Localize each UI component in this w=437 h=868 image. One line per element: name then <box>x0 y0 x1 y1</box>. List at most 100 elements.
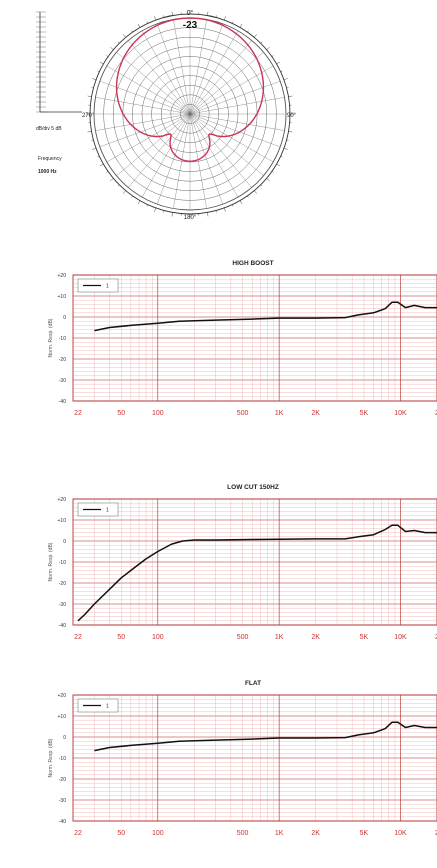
series-line <box>77 524 437 622</box>
y-tick-label: +20 <box>58 273 67 279</box>
y-tick-label: 0 <box>63 539 66 545</box>
y-tick-label: -20 <box>59 777 66 783</box>
y-tick-label: 0 <box>63 735 66 741</box>
chart-title: LOW CUT 150HZ <box>227 484 279 491</box>
polar-spoke <box>173 19 191 115</box>
y-axis-label: Norm. Resp. (dB) <box>48 738 54 777</box>
polar-tick <box>97 70 100 72</box>
x-tick-label: 50 <box>117 830 125 837</box>
y-tick-label: +10 <box>58 518 67 524</box>
chart-low-cut-150hz: LOW CUT 150HZ +20 +10 0 -10 -20 -30 -40 Norm. Re… <box>48 484 437 641</box>
polar-plot: 0° -23 270° 90° 180° dB/div 5 dB Frequen… <box>36 9 297 221</box>
polar-tick <box>122 190 126 194</box>
polar-tick <box>163 210 165 213</box>
x-tick-label: 2K <box>311 830 320 837</box>
y-axis-label: Norm. Resp. (dB) <box>48 318 54 357</box>
y-tick-label: +10 <box>58 294 67 300</box>
x-tick-label: 500 <box>237 410 249 417</box>
polar-tick <box>131 30 133 33</box>
polar-spoke <box>189 113 274 163</box>
y-tick-label: -30 <box>59 602 66 608</box>
polar-spoke <box>189 113 207 209</box>
polar-tick <box>247 30 249 33</box>
polar-tick <box>131 195 133 198</box>
polar-scale-bar <box>36 11 82 113</box>
polar-tick <box>91 87 94 89</box>
polar-spoke <box>106 113 191 163</box>
x-tick-label: 100 <box>152 410 164 417</box>
x-tick-label: 2 <box>435 410 437 417</box>
polar-tick <box>137 200 141 205</box>
polar-spoke <box>189 19 207 115</box>
series-line <box>94 721 437 752</box>
polar-spoke <box>189 23 223 115</box>
polar-spoke <box>99 81 191 115</box>
polar-tick <box>271 55 274 57</box>
x-tick-label: 2K <box>311 410 320 417</box>
plot-frame <box>72 498 437 626</box>
polar-tick <box>280 156 283 158</box>
polar-tick <box>232 21 234 24</box>
polar-tick <box>288 131 293 133</box>
polar-spoke <box>116 52 191 115</box>
polar-tick <box>117 41 120 44</box>
series-line <box>94 301 437 332</box>
chart-title: FLAT <box>245 680 261 687</box>
polar-spoke <box>189 113 252 188</box>
polar-spoke <box>189 113 281 147</box>
x-tick-label: 50 <box>117 634 125 641</box>
legend-label: 1 <box>106 704 109 710</box>
y-tick-label: -40 <box>59 399 66 405</box>
polar-grid <box>86 10 294 218</box>
x-tick-label: 2 <box>435 634 437 641</box>
polar-tick <box>215 210 217 213</box>
polar-tick <box>247 195 249 198</box>
polar-spoke <box>189 65 274 115</box>
polar-tick <box>280 70 283 72</box>
x-tick-label: 10K <box>394 634 407 641</box>
legend-label: 1 <box>106 508 109 514</box>
polar-tick <box>110 46 114 50</box>
polar-tick <box>110 178 114 182</box>
polar-tick <box>266 178 270 182</box>
polar-tick <box>288 95 293 97</box>
y-tick-label: 0 <box>63 315 66 321</box>
polar-spoke <box>106 65 191 115</box>
x-tick-label: 2K <box>311 634 320 641</box>
polar-tick <box>99 163 104 167</box>
polar-spoke <box>116 113 191 176</box>
polar-scale-text: dB/div 5 dB <box>36 126 62 132</box>
polar-spoke <box>157 23 191 115</box>
y-tick-label: -10 <box>59 336 66 342</box>
x-tick-label: 5K <box>360 410 369 417</box>
polar-spoke <box>141 113 191 198</box>
polar-tick <box>283 78 288 81</box>
polar-tick <box>215 15 217 18</box>
polar-response-curve <box>115 17 265 162</box>
polar-spoke <box>189 113 223 205</box>
legend-label: 1 <box>106 284 109 290</box>
polar-spoke <box>189 40 252 115</box>
chart-title: HIGH BOOST <box>232 260 273 267</box>
polar-tick <box>266 46 270 50</box>
polar-tick <box>163 15 165 18</box>
y-tick-label: -40 <box>59 819 66 825</box>
polar-tick <box>171 11 173 16</box>
polar-spoke <box>189 113 264 176</box>
polar-tick <box>286 139 289 141</box>
x-tick-label: 100 <box>152 830 164 837</box>
x-tick-label: 50 <box>117 410 125 417</box>
polar-tick <box>91 139 94 141</box>
polar-tick <box>254 190 258 194</box>
polar-right-angle: 90° <box>287 113 297 119</box>
polar-spoke <box>173 113 191 209</box>
polar-bottom-angle: 180° <box>184 215 197 221</box>
x-tick-label: 500 <box>237 634 249 641</box>
polar-spoke <box>189 30 239 115</box>
frequency-value: 1000 Hz <box>38 169 57 175</box>
polar-tick <box>146 204 148 207</box>
polar-tick <box>154 16 157 21</box>
polar-tick <box>97 156 100 158</box>
polar-tick <box>232 204 234 207</box>
